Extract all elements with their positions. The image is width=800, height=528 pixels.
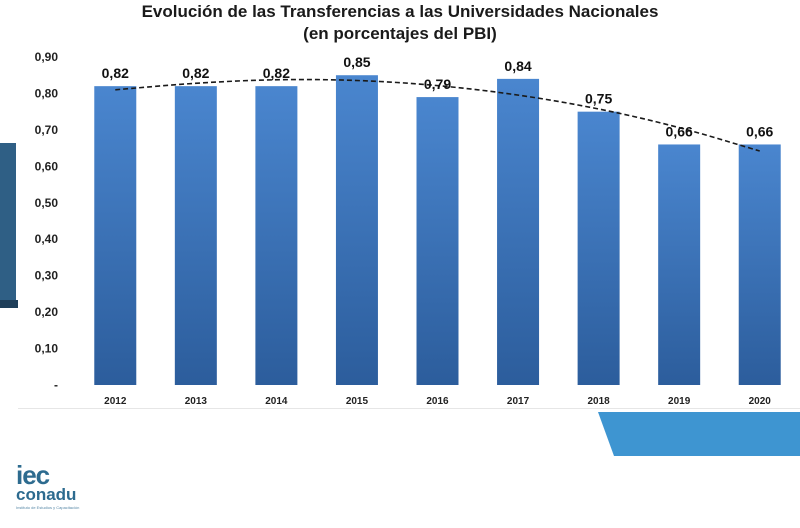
y-tick-label: 0,90 [35,50,59,64]
bar-2012 [94,86,137,386]
y-tick-label: 0,20 [35,305,59,319]
data-label-2014: 0,82 [263,65,290,81]
x-tick-label: 2012 [104,396,127,407]
bar-2018 [577,111,620,386]
bar-2017 [497,78,540,385]
bar-2020 [738,144,781,385]
x-tick-label: 2018 [587,396,610,407]
chart-frame-bottom [18,408,800,409]
x-tick-label: 2017 [507,396,530,407]
iec-conadu-logo: iec conadu Instituto de Estudios y Capac… [16,462,96,522]
x-tick-label: 2015 [346,396,369,407]
bar-2015 [335,75,378,385]
y-tick-label: 0,80 [35,86,59,100]
bar-2019 [658,144,701,385]
data-label-2017: 0,84 [504,58,531,74]
x-tick-label: 2019 [668,396,691,407]
decorative-side-band [0,143,16,306]
data-label-2013: 0,82 [182,65,209,81]
decorative-corner-polygon [598,412,800,456]
y-tick-label: 0,40 [35,232,59,246]
x-tick-label: 2020 [749,396,772,407]
data-label-2015: 0,85 [343,54,370,70]
bar-2013 [174,86,217,386]
x-tick-label: 2013 [185,396,208,407]
y-tick-label: 0,10 [35,342,59,356]
logo-line2: conadu [16,485,77,504]
data-label-2016: 0,79 [424,76,451,92]
logo-line1: iec [16,460,50,490]
y-tick-label: 0,70 [35,123,59,137]
data-label-2019: 0,66 [666,123,693,139]
chart-title: Evolución de las Transferencias a las Un… [141,2,659,21]
logo-tagline: Instituto de Estudios y Capacitación [16,505,80,510]
x-tick-label: 2016 [426,396,449,407]
bar-2014 [255,86,298,386]
y-tick-label: 0,60 [35,159,59,173]
y-tick-label: 0,30 [35,269,59,283]
bar-chart: - 0,10 0,20 0,30 0,40 0,50 0,60 0,70 0,80 0,90 201… [35,50,781,407]
y-tick-label: 0,50 [35,196,59,210]
decorative-corner-shape [598,412,800,456]
x-tick-label: 2014 [265,396,288,407]
data-label-2012: 0,82 [102,65,129,81]
decorative-side-band-shadow [0,300,18,308]
chart-subtitle: (en porcentajes del PBI) [303,24,497,43]
bar-2016 [416,97,459,385]
data-label-2020: 0,66 [746,123,773,139]
data-label-2018: 0,75 [585,91,612,107]
y-tick-label: - [54,378,58,392]
